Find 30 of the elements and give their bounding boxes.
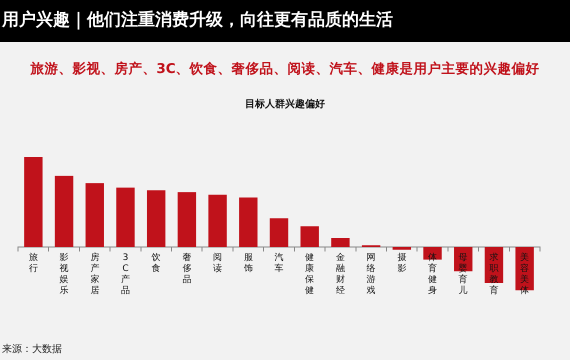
x-tick-label: 服饰 <box>242 252 253 274</box>
x-tick-label: 影视娱乐 <box>60 252 69 296</box>
chart-subtitle: 旅游、影视、房产、3C、饮食、奢侈品、阅读、汽车、健康是用户主要的兴趣偏好 <box>29 60 541 78</box>
x-tick-label: 旅行 <box>28 252 38 274</box>
x-tick-label: 网络游戏 <box>366 252 376 296</box>
x-tick-label: 阅读 <box>213 252 222 274</box>
bar <box>270 218 288 247</box>
text: 目标人群兴趣偏好 <box>244 98 326 111</box>
bar <box>392 247 412 250</box>
bar <box>178 192 196 247</box>
bar <box>146 190 166 247</box>
bar <box>54 176 74 247</box>
bar <box>331 238 350 247</box>
x-tick-label: 健康保健 <box>305 252 314 296</box>
x-tick-label: 房产家居 <box>90 252 100 296</box>
bar <box>300 226 319 247</box>
x-tick-label: 求职教育 <box>489 252 498 296</box>
x-tick-label: 奢侈品 <box>182 252 192 285</box>
bar <box>86 183 104 247</box>
source-note: 来源：大数据 <box>2 342 62 356</box>
x-tick-label: 摄影 <box>397 252 406 274</box>
bar <box>116 188 135 247</box>
bar <box>24 157 43 247</box>
bar <box>239 198 258 247</box>
x-tick-label: 汽车 <box>274 252 284 274</box>
chart-title: 用户兴趣｜他们注重消费升级，向往更有品质的生活 <box>0 0 570 42</box>
x-tick-label: 饮食 <box>150 252 161 274</box>
x-tick-label: 3C产品 <box>120 252 130 296</box>
bar <box>208 194 227 247</box>
x-tick-label: 金融财经 <box>336 252 345 296</box>
